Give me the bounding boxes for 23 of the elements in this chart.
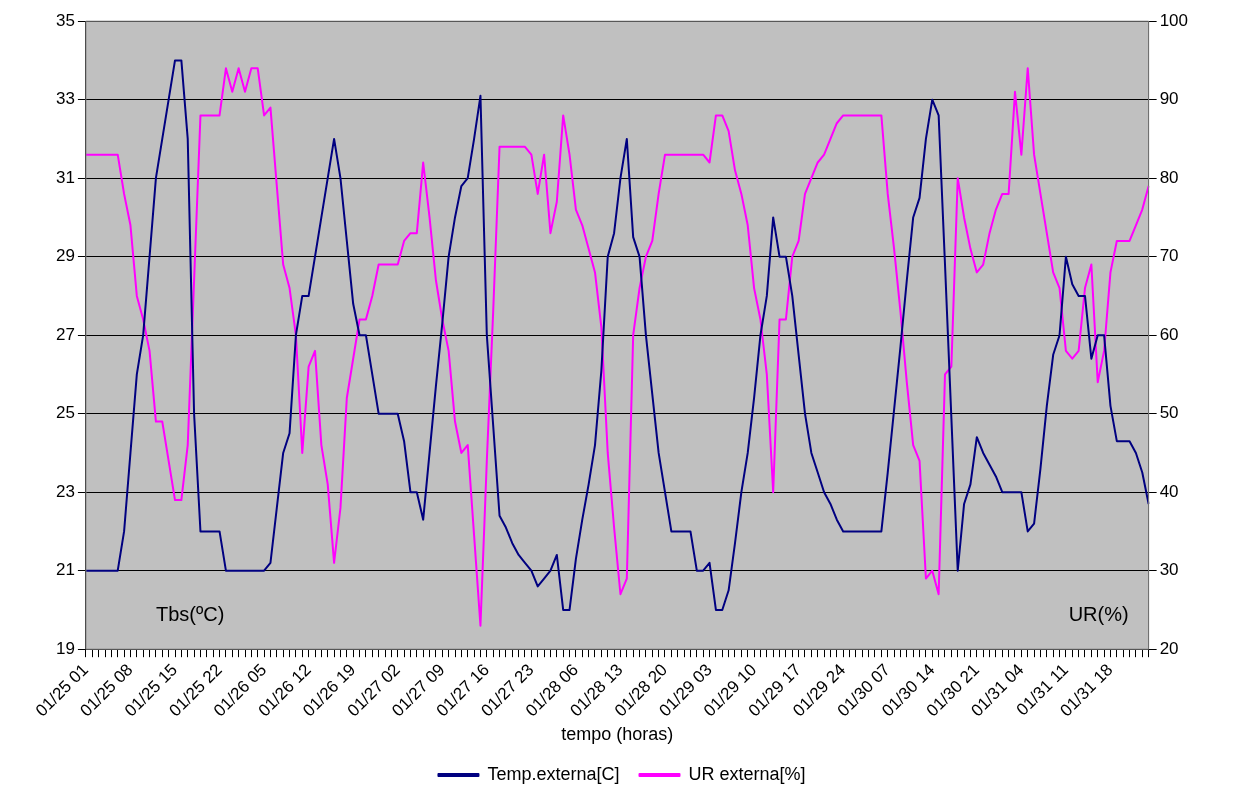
y-tick-label: 21	[55, 560, 75, 580]
y2-tick-label: 30	[1159, 560, 1179, 580]
y-tick-label: 35	[55, 10, 75, 30]
y-tick-label: 23	[55, 481, 75, 501]
legend-label: Temp.externa[C]	[487, 763, 620, 784]
y2-tick-label: 20	[1159, 638, 1179, 658]
x-axis-title: tempo (horas)	[561, 724, 674, 745]
y-tick-label: 27	[55, 324, 75, 344]
y2-tick-label: 100	[1159, 10, 1189, 30]
y2-tick-label: 90	[1159, 89, 1179, 109]
y-tick-label: 33	[55, 89, 75, 109]
y2-tick-label: 80	[1159, 167, 1179, 187]
y-tick-label: 29	[55, 246, 75, 266]
y2-tick-label: 60	[1159, 324, 1179, 344]
y-tick-label: 19	[55, 638, 75, 658]
legend-label: UR externa[%]	[688, 763, 806, 784]
y2-tick-label: 50	[1159, 403, 1179, 423]
y2-axis-title: UR(%)	[1068, 602, 1129, 625]
y2-tick-label: 70	[1159, 246, 1179, 266]
y-tick-label: 31	[55, 167, 75, 187]
y-axis-title: Tbs(ºC)	[155, 602, 225, 625]
y-tick-label: 25	[55, 403, 75, 423]
y2-tick-label: 40	[1159, 481, 1179, 501]
